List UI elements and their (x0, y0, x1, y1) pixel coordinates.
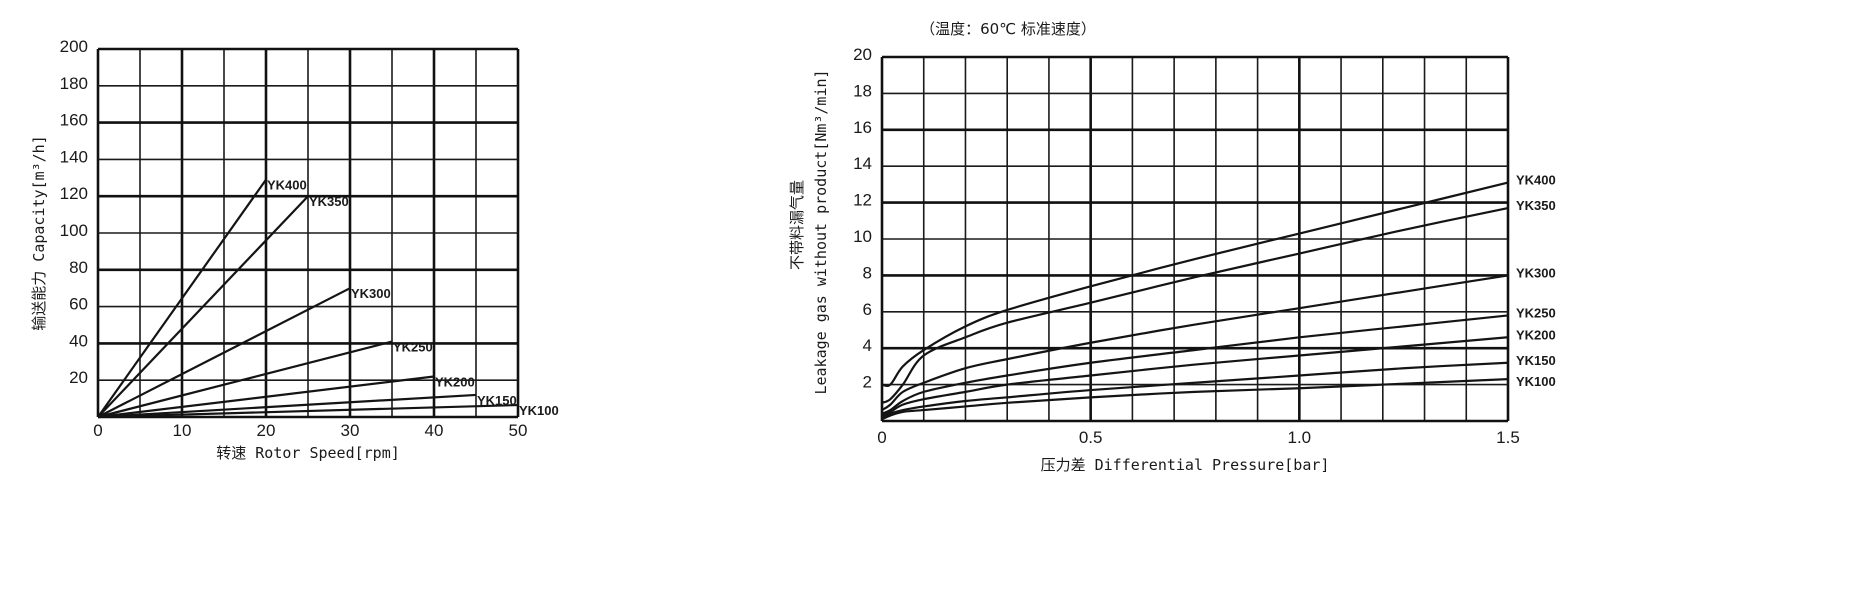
series-label-yk150: YK150 (1516, 353, 1556, 368)
y-tick-label: 12 (853, 191, 872, 210)
y-tick-label: 160 (60, 111, 88, 130)
x-tick-label: 0 (877, 428, 886, 447)
y-tick-label: 4 (863, 336, 872, 355)
series-line-yk100 (881, 378, 1509, 421)
y-tick-label: 40 (69, 331, 88, 350)
leakage-y-axis-label-cn: 不带料漏气量 (788, 180, 806, 270)
y-tick-label: 20 (69, 368, 88, 387)
x-tick-label: 40 (425, 421, 444, 440)
series-line-yk100 (97, 403, 519, 419)
capacity-grid (96, 47, 520, 419)
x-tick-label: 0.5 (1079, 428, 1103, 447)
y-tick-label: 6 (863, 300, 872, 319)
series-line-yk250 (97, 340, 393, 419)
series-label-yk400: YK400 (1516, 173, 1556, 188)
y-tick-label: 16 (853, 118, 872, 137)
capacity-y-axis-label: 输送能力 Capacity[m³/h] (30, 135, 48, 330)
series-line-yk300 (881, 274, 1509, 412)
series-label-yk100: YK100 (1516, 374, 1556, 389)
capacity-ticks: 0 10 20 30 40 50 20 40 60 80 100 120 140 160 180 200 (60, 37, 528, 440)
y-tick-label: 60 (69, 295, 88, 314)
series-line-yk150 (881, 361, 1509, 419)
y-tick-label: 180 (60, 74, 88, 93)
y-tick-label: 140 (60, 147, 88, 166)
series-label-yk300: YK300 (351, 286, 391, 301)
series-line-yk400 (881, 181, 1509, 388)
leakage-chart-title: （温度：60℃ 标准速度） (920, 20, 1096, 38)
series-line-yk300 (97, 287, 351, 418)
x-tick-label: 50 (509, 421, 528, 440)
y-tick-label: 80 (69, 258, 88, 277)
leakage-grid (880, 55, 1510, 423)
series-label-yk150: YK150 (477, 393, 517, 408)
series-label-yk250: YK250 (393, 340, 433, 355)
series-label-yk350: YK350 (1516, 198, 1556, 213)
y-tick-label: 2 (863, 373, 872, 392)
leakage-chart: （温度：60℃ 标准速度） 0 0.5 1.0 1.5 2 4 6 8 10 12 14 16 18 20… (788, 20, 1556, 474)
series-label-yk250: YK250 (1516, 305, 1556, 320)
y-tick-label: 20 (853, 45, 872, 64)
series-line-yk150 (97, 393, 477, 419)
series-label-yk200: YK200 (435, 375, 475, 390)
x-tick-label: 1.5 (1496, 428, 1520, 447)
leakage-x-axis-label: 压力差 Differential Pressure[bar] (1041, 456, 1330, 474)
y-tick-label: 10 (853, 227, 872, 246)
series-line-yk400 (97, 179, 267, 418)
y-tick-label: 8 (863, 263, 872, 282)
series-label-yk300: YK300 (1516, 265, 1556, 280)
series-label-yk350: YK350 (309, 194, 349, 209)
series-line-yk350 (881, 206, 1509, 404)
series-label-yk200: YK200 (1516, 327, 1556, 342)
leakage-y-axis-label: Leakage gas without product[Nm³/min] (812, 69, 830, 394)
capacity-x-axis-label: 转速 Rotor Speed[rpm] (216, 444, 400, 462)
series-label-yk400: YK400 (267, 178, 307, 193)
series-line-yk200 (881, 336, 1509, 417)
y-tick-label: 120 (60, 184, 88, 203)
x-tick-label: 1.0 (1288, 428, 1312, 447)
y-tick-label: 100 (60, 221, 88, 240)
series-line-yk350 (97, 195, 309, 418)
y-tick-label: 200 (60, 37, 88, 56)
leakage-series: YK400 YK350 YK300 YK250 YK200 YK150 YK100 (881, 173, 1556, 421)
x-tick-label: 30 (341, 421, 360, 440)
series-line-yk250 (881, 314, 1509, 415)
x-tick-label: 10 (173, 421, 192, 440)
leakage-ticks: 0 0.5 1.0 1.5 2 4 6 8 10 12 14 16 18 20 (853, 45, 1520, 447)
y-tick-label: 14 (853, 154, 872, 173)
x-tick-label: 20 (257, 421, 276, 440)
x-tick-label: 0 (93, 421, 102, 440)
series-label-yk100: YK100 (519, 403, 559, 418)
y-tick-label: 18 (853, 81, 872, 100)
series-line-yk200 (97, 375, 435, 419)
capacity-chart: 0 10 20 30 40 50 20 40 60 80 100 120 140 160 180 200 YK… (30, 37, 559, 462)
